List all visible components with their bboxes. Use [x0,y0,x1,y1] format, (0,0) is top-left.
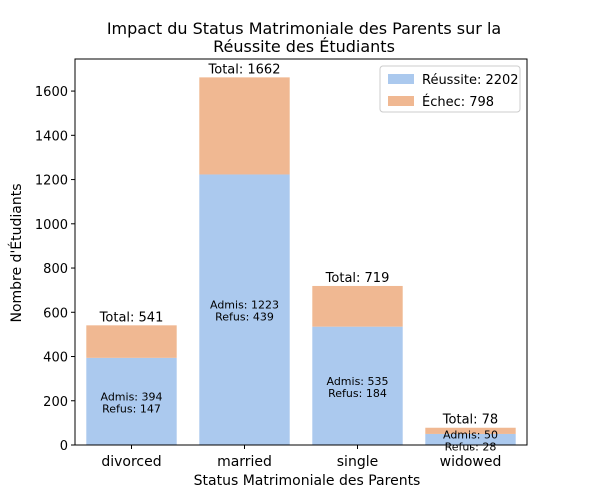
y-tick-label: 1400 [35,129,68,144]
total-label-married: Total: 1662 [208,62,281,77]
legend: Réussite: 2202 Échec: 798 [379,65,521,113]
inner-label-refus-single: Refus: 184 [328,387,387,400]
inner-label-admis-single: Admis: 535 [326,375,388,388]
x-axis-label: Status Matrimoniale des Parents [194,473,421,489]
x-tick-label-divorced: divorced [101,454,161,470]
bar-single-echec [312,285,403,327]
bar-married-reussite [199,174,290,445]
total-label-divorced: Total: 541 [99,310,164,325]
y-tick-label: 1000 [35,218,68,233]
total-label-widowed: Total: 78 [442,413,498,428]
y-tick-label: 800 [43,262,68,277]
legend-swatch-echec [388,96,414,106]
legend-label-reussite: Réussite: 2202 [422,73,519,88]
x-tick-label-married: married [217,454,272,470]
legend-box [379,65,521,113]
axes-frame [74,58,528,446]
y-tick-label: 1200 [35,174,68,189]
legend-swatch-reussite [388,74,414,84]
inner-label-admis-divorced: Admis: 394 [100,390,162,403]
y-tick-label: 400 [43,351,68,366]
total-label-single: Total: 719 [325,271,390,286]
bar-single-reussite [312,326,403,445]
y-tick-label: 1600 [35,85,68,100]
chart-title-line-2: Réussite des Étudiants [213,37,395,56]
y-tick-label: 200 [43,395,68,410]
inner-label-refus-divorced: Refus: 147 [102,402,161,415]
inner-label-admis-widowed: Admis: 50 [443,428,498,441]
chart-title-line-1: Impact du Status Matrimoniale des Parent… [107,19,501,38]
x-tick-label-single: single [337,454,378,470]
bar-widowed-echec [425,427,516,434]
chart-title: Impact du Status Matrimoniale des Parent… [107,19,501,56]
bar-divorced-echec [86,325,177,358]
bars [86,77,516,445]
y-tick-label: 600 [43,306,68,321]
y-axis-label: Nombre d'Étudiants [8,183,25,322]
legend-label-echec: Échec: 798 [422,94,494,110]
x-tick-label-widowed: widowed [440,454,502,470]
bar-married-echec [199,77,290,175]
inner-label-admis-married: Admis: 1223 [210,299,279,312]
bar-widowed-reussite [425,433,516,445]
inner-label-refus-married: Refus: 439 [215,311,274,324]
y-tick-label: 0 [60,439,68,454]
bar-divorced-reussite [86,357,177,445]
